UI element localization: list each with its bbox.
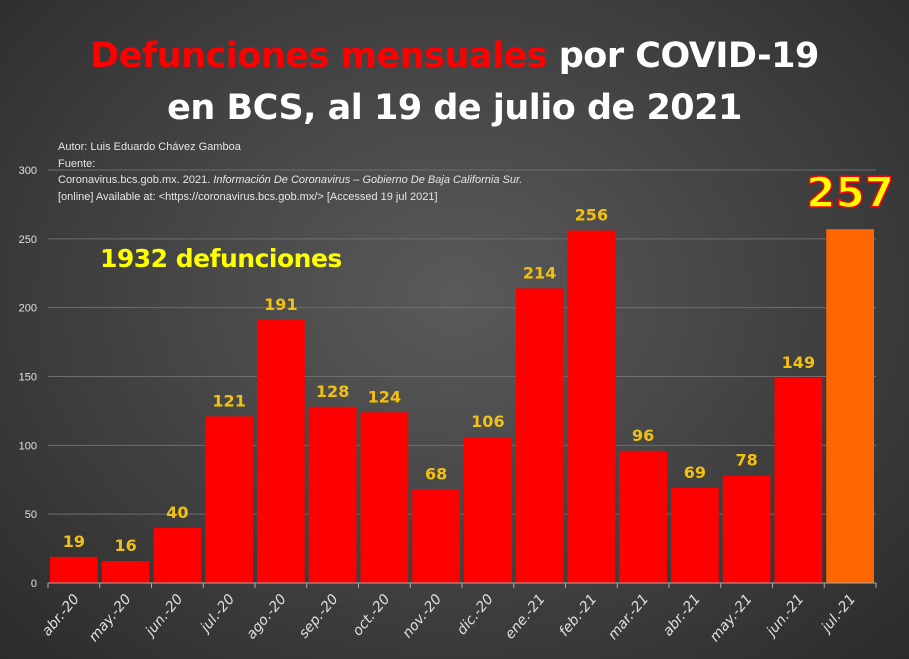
data-label: 124: [368, 387, 401, 406]
bar: [567, 230, 616, 583]
data-label: 96: [632, 426, 654, 445]
citation-plain: Coronavirus.bcs.gob.mx. 2021.: [58, 174, 214, 186]
bar: [671, 488, 719, 583]
citation-online: [online] Available at: <https://coronavi…: [58, 190, 438, 203]
data-label: 69: [684, 463, 706, 482]
x-tick-label: ene.-21: [502, 591, 549, 642]
data-label: 128: [316, 382, 349, 401]
title-highlight: Defunciones mensuales: [90, 36, 548, 76]
x-tick-label: jun.-20: [141, 591, 186, 640]
x-tick-label: oct.-20: [350, 591, 394, 639]
bar: [308, 406, 357, 583]
citation-italic: Información De Coronavirus – Gobierno De…: [213, 174, 523, 186]
x-tick-label: may.-20: [86, 591, 135, 645]
title-rest: por COVID-19: [547, 36, 820, 76]
total-annotation: 1932 defunciones: [100, 244, 342, 273]
y-tick-label: 50: [25, 509, 37, 521]
y-tick-label: 250: [19, 234, 37, 246]
bar: [722, 475, 771, 583]
y-tick-label: 150: [19, 372, 37, 384]
bar: [101, 560, 150, 583]
data-label-highlight: 257: [806, 168, 894, 217]
data-label: 149: [782, 353, 815, 372]
bar: [257, 320, 305, 583]
bar: [153, 527, 202, 583]
x-tick-label: dic.-20: [454, 591, 497, 638]
bar: [774, 377, 823, 583]
bar: [464, 437, 512, 583]
y-tick-label: 300: [19, 165, 37, 177]
data-label: 16: [114, 536, 136, 555]
data-label: 214: [523, 263, 556, 282]
bar: [619, 450, 667, 583]
x-tick-label: may.-21: [707, 591, 756, 645]
bar: [515, 288, 564, 583]
x-tick-label: nov.-20: [400, 591, 446, 641]
x-tick-label: abr.-21: [660, 591, 704, 639]
data-label: 191: [264, 295, 297, 314]
data-label: 256: [575, 206, 608, 225]
data-label: 78: [735, 451, 757, 470]
data-label: 19: [63, 532, 85, 551]
bar: [50, 556, 98, 583]
y-tick-label: 0: [31, 578, 37, 590]
chart-title-line2: en BCS, al 19 de julio de 2021: [167, 88, 742, 128]
x-tick-label: mar.-21: [605, 591, 652, 643]
data-label: 68: [425, 464, 447, 483]
y-tick-label: 100: [19, 440, 37, 452]
x-tick-label: sep.-20: [296, 591, 342, 641]
x-tick-label: abr.-20: [39, 591, 83, 639]
source-label: Fuente:: [58, 157, 96, 170]
bar: [205, 416, 253, 583]
data-label: 121: [212, 391, 245, 410]
data-label: 106: [471, 412, 504, 431]
bar: [826, 229, 874, 584]
y-tick-label: 200: [19, 303, 37, 315]
x-tick-label: jun.-21: [762, 591, 807, 640]
citation: Coronavirus.bcs.gob.mx. 2021. Informació…: [58, 172, 522, 189]
x-tick-label: jul.-20: [196, 591, 238, 637]
x-tick-label: jul.-21: [817, 591, 859, 636]
x-tick-label: feb.-21: [556, 591, 600, 639]
data-label: 40: [166, 503, 188, 522]
x-tick-label: ago.-20: [243, 591, 290, 642]
bar: [412, 489, 460, 583]
author: Autor: Luis Eduardo Chávez Gamboa: [58, 141, 241, 153]
source-note: Autor: Luis Eduardo Chávez Gamboa Fuente…: [58, 139, 522, 205]
bar: [360, 412, 409, 583]
chart-title-line1: Defunciones mensuales por COVID-19: [0, 36, 909, 76]
